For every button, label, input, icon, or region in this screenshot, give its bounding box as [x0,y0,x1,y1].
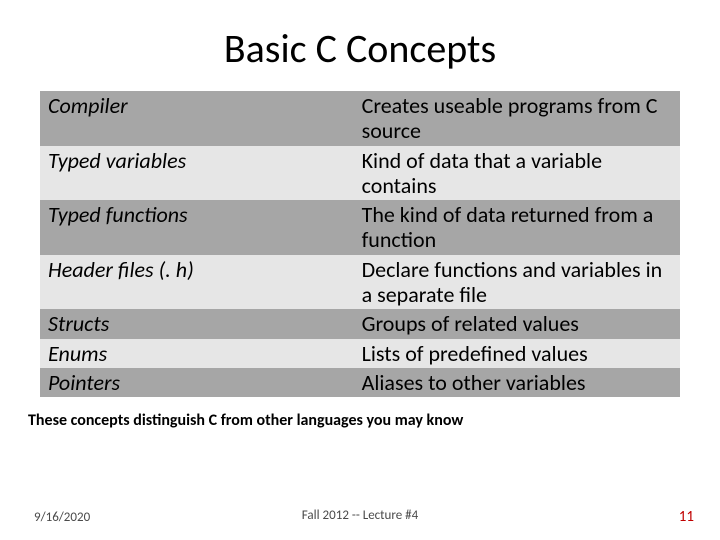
concept-term: Header files (. h) [40,255,354,310]
concept-term: Compiler [40,91,354,146]
table-row: PointersAliases to other variables [40,368,680,397]
concept-definition: Kind of data that a variable contains [354,146,680,201]
concepts-table: CompilerCreates useable programs from C … [40,91,680,397]
concept-term: Structs [40,309,354,338]
concept-definition: Aliases to other variables [354,368,680,397]
concept-term: Typed variables [40,146,354,201]
caption-text: These concepts distinguish C from other … [28,411,720,430]
concept-definition: Lists of predefined values [354,339,680,368]
concept-term: Pointers [40,368,354,397]
concept-definition: The kind of data returned from a functio… [354,200,680,255]
table-row: Typed functionsThe kind of data returned… [40,200,680,255]
concept-definition: Declare functions and variables in a sep… [354,255,680,310]
table-row: StructsGroups of related values [40,309,680,338]
footer-center: Fall 2012 -- Lecture #4 [0,508,720,523]
concept-definition: Groups of related values [354,309,680,338]
concept-definition: Creates useable programs from C source [354,91,680,146]
slide: Basic C Concepts CompilerCreates useable… [0,0,720,540]
table-row: CompilerCreates useable programs from C … [40,91,680,146]
footer: 9/16/2020 Fall 2012 -- Lecture #4 11 [0,508,720,526]
concept-term: Enums [40,339,354,368]
table-row: Header files (. h)Declare functions and … [40,255,680,310]
table-row: EnumsLists of predefined values [40,339,680,368]
slide-title: Basic C Concepts [0,24,720,73]
table-row: Typed variablesKind of data that a varia… [40,146,680,201]
concept-term: Typed functions [40,200,354,255]
concepts-table-body: CompilerCreates useable programs from C … [40,91,680,397]
